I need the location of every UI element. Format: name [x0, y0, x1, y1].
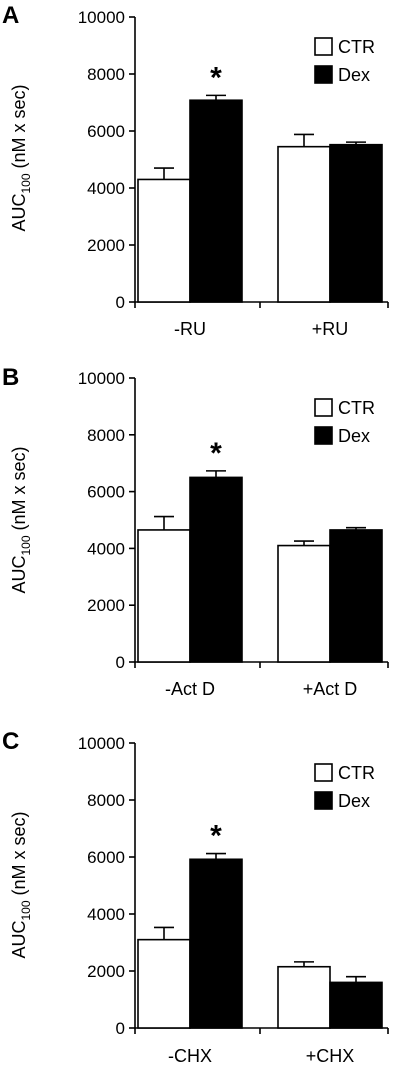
panel-b: B 0 2000 4000 6000 8000 10000 AUC100 (nM x sec)…	[2, 364, 389, 699]
panel-a: A 0 2000 4000 6000 8000 10000 AUC100 (nM x sec)…	[2, 2, 389, 339]
y-axis-label-unit: (nM x sec)	[9, 446, 29, 535]
y-axis-label-unit: (nM x sec)	[9, 811, 29, 900]
bar-dex	[189, 99, 243, 303]
y-axis-label-subscript: 100	[19, 900, 33, 920]
bar-dex	[329, 143, 383, 303]
bar-ctr	[277, 145, 331, 303]
bar-ctr	[137, 938, 191, 1029]
legend-swatch-ctr	[314, 763, 333, 782]
y-axis-label-main: AUC	[9, 194, 29, 232]
legend-swatch-dex	[314, 65, 333, 84]
y-tick-label: 2000	[87, 962, 125, 981]
bar-ctr	[137, 178, 191, 303]
significance-star: *	[210, 437, 222, 470]
y-tick-label: 10000	[78, 734, 125, 753]
y-tick-label: 2000	[87, 236, 125, 255]
y-axis-label: AUC100 (nM x sec)	[9, 84, 33, 231]
bar-ctr	[277, 965, 331, 1029]
y-axis-label-main: AUC	[9, 556, 29, 594]
x-category-label: +RU	[312, 319, 349, 339]
y-axis-label: AUC100 (nM x sec)	[9, 811, 33, 958]
legend-label-dex: Dex	[338, 65, 370, 85]
panel-c: C 0 2000 4000 6000 8000 10000 AUC100 (nM x sec)…	[2, 728, 389, 1065]
x-category-label: +Act D	[303, 679, 358, 699]
y-tick-label: 6000	[87, 122, 125, 141]
bar-dex	[329, 529, 383, 663]
y-axis-label-subscript: 100	[19, 173, 33, 193]
legend-label-ctr: CTR	[338, 398, 375, 418]
legend-swatch-dex	[314, 791, 333, 810]
y-tick-label: 0	[116, 653, 125, 672]
y-tick-label: 10000	[78, 369, 125, 388]
bar-dex	[329, 981, 383, 1029]
x-category-label: -CHX	[168, 1046, 212, 1065]
y-tick-label: 8000	[87, 426, 125, 445]
significance-star: *	[210, 61, 222, 94]
bar-ctr	[277, 544, 331, 663]
y-axis-label-main: AUC	[9, 921, 29, 959]
y-tick-label: 10000	[78, 8, 125, 27]
legend-label-dex: Dex	[338, 426, 370, 446]
y-tick-label: 4000	[87, 905, 125, 924]
legend-swatch-ctr	[314, 398, 333, 417]
x-category-label: +CHX	[306, 1046, 355, 1065]
y-tick-label: 8000	[87, 791, 125, 810]
y-tick-label: 6000	[87, 848, 125, 867]
y-tick-label: 0	[116, 293, 125, 312]
panel-label: A	[2, 2, 19, 29]
y-tick-label: 8000	[87, 65, 125, 84]
panel-label: C	[2, 728, 19, 755]
bar-dex	[189, 476, 243, 663]
legend-swatch-dex	[314, 426, 333, 445]
legend-label-ctr: CTR	[338, 37, 375, 57]
y-axis-label-unit: (nM x sec)	[9, 84, 29, 173]
y-axis-label-subscript: 100	[19, 535, 33, 555]
significance-star: *	[210, 820, 222, 853]
bar-ctr	[137, 529, 191, 663]
y-axis-label: AUC100 (nM x sec)	[9, 446, 33, 593]
y-tick-label: 6000	[87, 483, 125, 502]
panel-label: B	[2, 364, 19, 391]
x-category-label: -RU	[174, 319, 206, 339]
legend-swatch-ctr	[314, 37, 333, 56]
bar-dex	[189, 858, 243, 1029]
y-tick-label: 0	[116, 1019, 125, 1038]
legend-label-ctr: CTR	[338, 763, 375, 783]
y-tick-label: 4000	[87, 179, 125, 198]
y-tick-label: 2000	[87, 596, 125, 615]
x-category-label: -Act D	[165, 679, 215, 699]
legend-label-dex: Dex	[338, 791, 370, 811]
y-tick-label: 4000	[87, 539, 125, 558]
